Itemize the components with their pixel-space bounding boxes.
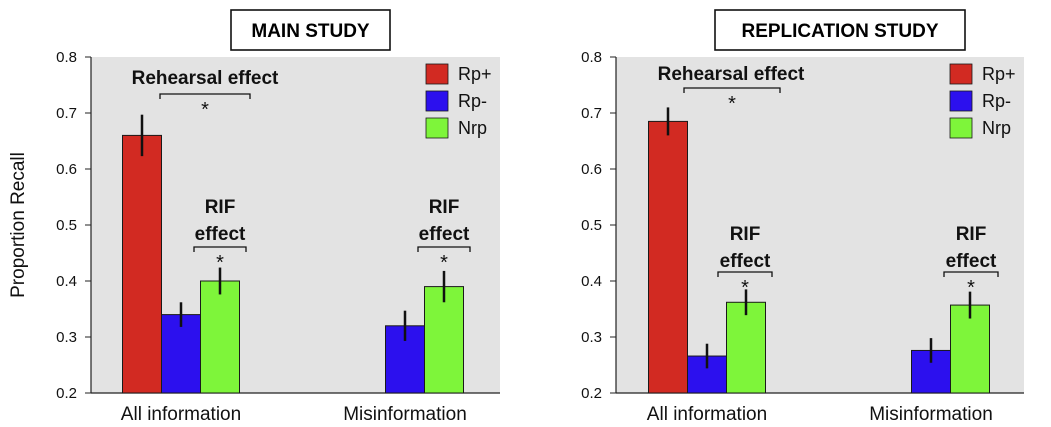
- rif-label: RIF: [956, 224, 987, 245]
- rehearsal-effect-label: Rehearsal effect: [132, 68, 279, 89]
- bar-Nrp-all-information: [726, 301, 766, 394]
- y-tick-label: 0.2: [56, 385, 77, 402]
- chart-title-box: [714, 9, 966, 51]
- rehearsal-bracket: [159, 93, 251, 99]
- legend-swatch: [425, 90, 449, 112]
- legend-swatch: [425, 63, 449, 85]
- legend-label: Rp+: [982, 64, 1016, 84]
- rif-bracket: [417, 246, 471, 252]
- y-tick-label: 0.8: [581, 49, 602, 66]
- rif-effect-label: effect: [946, 251, 997, 272]
- y-tick-label: 0.4: [56, 273, 77, 290]
- x-category-label: Misinformation: [343, 404, 467, 425]
- y-tick-label: 0.2: [581, 385, 602, 402]
- rif-label: RIF: [730, 224, 761, 245]
- chart-title: MAIN STUDY: [251, 21, 370, 42]
- x-category-label: All information: [121, 404, 241, 425]
- x-category-label: Misinformation: [869, 404, 993, 425]
- bar-Nrp-misinformation: [950, 304, 990, 394]
- rif-bracket: [193, 246, 247, 252]
- chart-panel-1: 0.2 0.3 0.4 0.5 0.6 0.7 0.8 Proportion Recall Al…: [8, 9, 500, 425]
- bar-Nrp-misinformation: [424, 286, 464, 394]
- legend-label: Nrp: [982, 118, 1011, 138]
- legend-label: Rp-: [458, 91, 487, 111]
- significance-star: *: [967, 277, 975, 299]
- rehearsal-bracket: [683, 87, 781, 93]
- y-tick-label: 0.3: [56, 329, 77, 346]
- significance-star: *: [440, 252, 448, 274]
- legend-label: Rp+: [458, 64, 492, 84]
- rif-bracket: [943, 271, 999, 277]
- chart-title: REPLICATION STUDY: [741, 21, 938, 42]
- rif-label: RIF: [429, 197, 460, 218]
- rehearsal-effect-label: Rehearsal effect: [658, 64, 805, 85]
- rif-effect-label: effect: [195, 224, 246, 245]
- y-tick-label: 0.4: [581, 273, 602, 290]
- legend-swatch: [949, 90, 973, 112]
- rif-label: RIF: [205, 197, 236, 218]
- significance-star: *: [201, 99, 209, 121]
- y-tick-label: 0.5: [581, 217, 602, 234]
- chart-title-box: [230, 9, 391, 51]
- significance-star: *: [216, 252, 224, 274]
- significance-star: *: [728, 93, 736, 115]
- bar-Rp+-all-information: [122, 134, 162, 394]
- legend-swatch: [425, 117, 449, 139]
- legend-label: Nrp: [458, 118, 487, 138]
- significance-star: *: [741, 277, 749, 299]
- y-tick-label: 0.7: [56, 105, 77, 122]
- legend-swatch: [949, 117, 973, 139]
- legend-label: Rp-: [982, 91, 1011, 111]
- rif-bracket: [717, 271, 773, 277]
- y-tick-label: 0.6: [581, 161, 602, 178]
- legend-swatch: [949, 63, 973, 85]
- y-tick-label: 0.7: [581, 105, 602, 122]
- y-tick-label: 0.3: [581, 329, 602, 346]
- y-tick-label: 0.8: [56, 49, 77, 66]
- bar-Rp+-all-information: [648, 120, 688, 394]
- y-tick-label: 0.6: [56, 161, 77, 178]
- y-tick-label: 0.5: [56, 217, 77, 234]
- x-category-label: All information: [647, 404, 767, 425]
- chart-panel-2: 0.2 0.3 0.4 0.5 0.6 0.7 0.8 All information Misi…: [581, 9, 1024, 425]
- rif-effect-label: effect: [419, 224, 470, 245]
- y-axis-label: Proportion Recall: [8, 152, 29, 298]
- bar-Nrp-all-information: [200, 280, 240, 394]
- rif-effect-label: effect: [720, 251, 771, 272]
